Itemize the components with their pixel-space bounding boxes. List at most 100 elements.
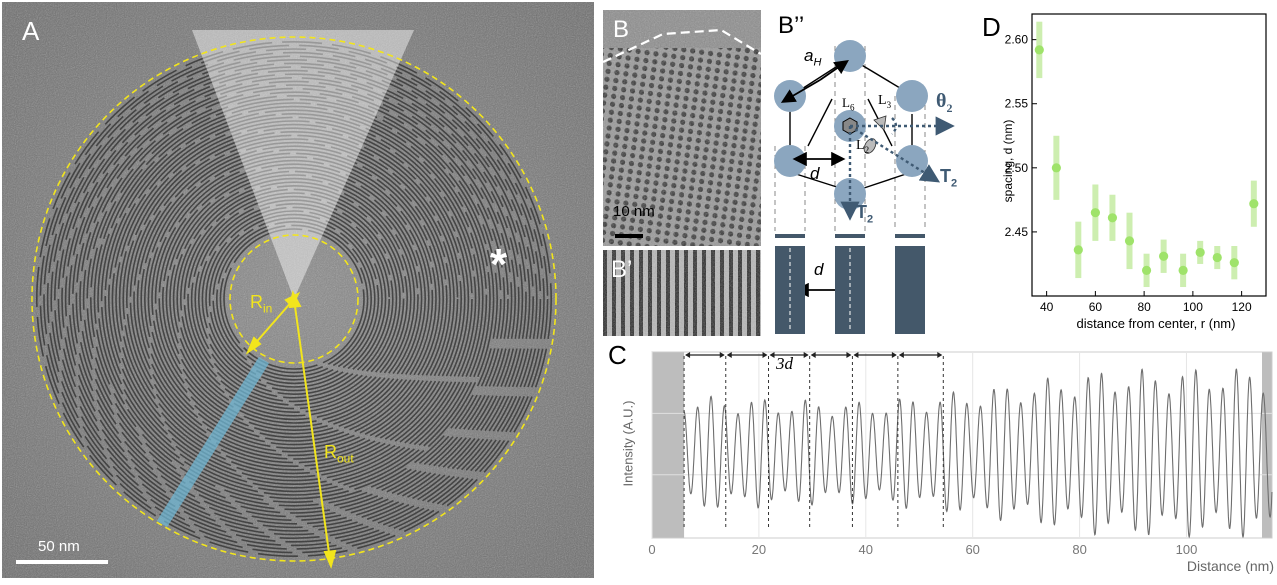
panel-label-b-double-prime: B’’ (778, 12, 805, 39)
d-data-point (1107, 213, 1118, 223)
d-data-point (1090, 208, 1100, 218)
d-xtick-label: 100 (1183, 300, 1203, 314)
lattice-rings (35, 40, 553, 558)
panel-label-c: C (608, 340, 627, 370)
d-data-point (1124, 236, 1135, 246)
r-out-subscript: out (337, 451, 354, 466)
d-ytick-label: 2.45 (1005, 225, 1029, 239)
t2-bottom-letter: T (856, 202, 867, 222)
c-xtick-label: 40 (859, 542, 873, 557)
d-lower-label: d (814, 260, 824, 279)
spacing-scatter-svg: 2.45 2.50 2.55 2.60 40 60 80 100 120 (1005, 13, 1267, 314)
d-data-point (1195, 247, 1205, 258)
a-h-letter: a (804, 46, 814, 65)
c-period-arrowheads (853, 352, 897, 358)
c-xtick-label: 0 (648, 542, 655, 557)
c-ylabel: Intensity (A.U.) (620, 400, 636, 487)
d-xtick-label: 120 (1232, 300, 1252, 314)
l6-subscript: 6 (849, 102, 855, 113)
scalebar-line-b (615, 234, 643, 238)
t2-bottom-label: T2 (856, 202, 873, 226)
panel-label-d: D (982, 12, 1001, 42)
c-xtick-label: 60 (965, 542, 979, 557)
panel-a-svg (2, 2, 594, 578)
d-ylabel: spacing, d (nm) (1001, 119, 1015, 203)
schematic-svg (774, 40, 955, 334)
r-out-letter: R (324, 442, 337, 462)
panel-b-double-prime-schematic: B’’ aH L6 L3 L2 d d θ2 T2 T2 (770, 6, 970, 336)
panel-b-prime-tem-image: B’ (603, 250, 761, 336)
d-xtick-label: 40 (1040, 300, 1054, 314)
panel-a-tem-image: A Rin Rout * 50 nm (2, 2, 594, 578)
r-in-subscript: in (263, 301, 273, 316)
t2-right-label: T2 (940, 166, 957, 190)
d-data-point (1178, 265, 1188, 275)
c-intensity-trace (683, 368, 1273, 539)
inner-boundary-circle (229, 234, 359, 364)
d-xtick-label: 60 (1089, 300, 1103, 314)
l3-subscript: 3 (886, 99, 892, 110)
d-data-point (1073, 245, 1083, 255)
asterisk-marker: * (490, 240, 508, 289)
r-out-label: Rout (324, 442, 354, 466)
r-out-arrow (288, 290, 337, 570)
c-xlabel: Distance (nm) (1186, 558, 1274, 574)
t2-bottom-subscript: 2 (867, 213, 874, 226)
d-xlabel: distance from center, r (nm) (1076, 316, 1236, 331)
l3-label: L3 (878, 93, 891, 110)
d-ytick-label: 2.55 (1005, 97, 1029, 111)
theta-subscript: 2 (946, 101, 953, 115)
panel-label-b: B (613, 16, 630, 43)
particle-edge-dashed (603, 28, 761, 63)
c-period-arrowheads (726, 352, 768, 358)
panel-c-chart: 0 20 40 60 80 100 C 3d Intensity (A.U.) Dista… (604, 340, 1277, 580)
c-xtick-label: 100 (1176, 542, 1198, 557)
c-xtick-label: 20 (752, 542, 766, 557)
c-xtick-label: 80 (1072, 542, 1086, 557)
panel-b-tem-image: B 10 nm (603, 10, 761, 246)
symmetry-arrows (840, 116, 955, 221)
d-data-point (1051, 163, 1061, 173)
triangle-symmetry-icon (873, 115, 887, 131)
theta-label: θ2 (936, 90, 952, 116)
c-period-arrowheads (810, 352, 852, 358)
d-upper-label: d (810, 164, 820, 183)
a-h-subscript: H (813, 56, 822, 69)
panel-b-prime-svg (603, 250, 761, 336)
l6-letter: L (842, 95, 850, 110)
a-h-label: aH (804, 46, 821, 68)
sphere-upper-right (896, 80, 928, 112)
r-in-letter: R (250, 292, 263, 312)
c-annotation-3d: 3d (776, 354, 793, 373)
d-data-point (1212, 252, 1222, 263)
r-in-label: Rin (250, 292, 272, 316)
d-data-point (1249, 199, 1259, 209)
l6-label: L6 (842, 95, 854, 113)
d-data-point (1229, 258, 1239, 268)
d-data-point (1141, 265, 1152, 275)
d-plot-frame (1031, 13, 1267, 297)
l3-letter: L (878, 93, 887, 108)
profile-band (156, 356, 270, 528)
d-data-point (1159, 251, 1169, 261)
t2-right-letter: T (940, 166, 951, 186)
c-masked-region-right (1262, 352, 1272, 538)
scalebar-line (16, 560, 108, 564)
panel-label-b-prime: B’ (611, 256, 633, 283)
intensity-profile-svg: 0 20 40 60 80 100 (648, 351, 1273, 557)
sphere-upper-left (774, 80, 806, 112)
theta-letter: θ (936, 90, 947, 112)
scalebar-label-a: 50 nm (38, 538, 80, 555)
fft-wedge-highlight (192, 30, 414, 299)
d-data-point (1034, 45, 1044, 55)
t2-right-subscript: 2 (951, 177, 958, 190)
panel-b-svg (603, 10, 761, 246)
panel-d-chart: 2.45 2.50 2.55 2.60 40 60 80 100 120 D spacing, … (976, 4, 1276, 338)
d-xtick-label: 80 (1137, 300, 1151, 314)
sphere-lower-left (774, 145, 806, 177)
twofold-symmetry-icon (863, 138, 877, 154)
c-period-arrowheads (898, 352, 943, 358)
outer-boundary-circle (31, 36, 557, 562)
d-ytick-label: 2.60 (1005, 33, 1029, 47)
l2-subscript: 2 (864, 144, 870, 155)
